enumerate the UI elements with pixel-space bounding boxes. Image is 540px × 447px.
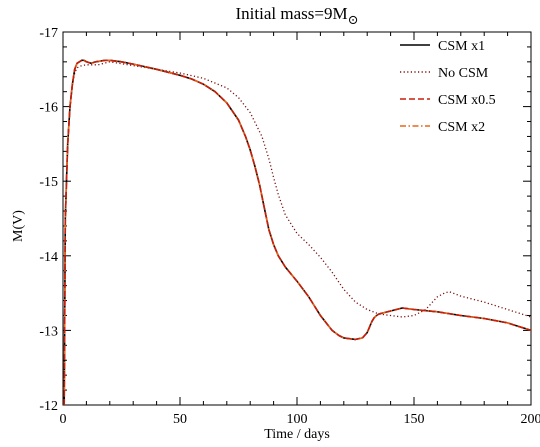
x-tick-label: 100 — [287, 412, 308, 427]
x-axis-label: Time / days — [264, 427, 330, 442]
y-axis: -17 -16 -15 -14 -13 -12 — [39, 26, 531, 414]
series-line-csm-x2 — [64, 60, 531, 405]
chart-title-main: Initial mass=9M — [236, 4, 348, 23]
legend-label: No CSM — [438, 66, 489, 81]
chart-title-subscript: ⊙ — [348, 12, 359, 27]
x-tick-label: 0 — [60, 412, 67, 427]
series-line-csm-x1 — [64, 60, 531, 405]
y-tick-label: -13 — [39, 324, 58, 339]
series-line-csm-x0-5 — [64, 60, 531, 405]
x-tick-label: 200 — [521, 412, 540, 427]
y-tick-label: -14 — [39, 250, 58, 265]
plot-frame — [63, 32, 531, 405]
plot-border — [63, 32, 531, 405]
series-layer — [64, 60, 531, 405]
x-tick-label: 150 — [404, 412, 425, 427]
y-tick-label: -17 — [39, 26, 58, 41]
legend-label: CSM x0.5 — [438, 93, 496, 108]
y-tick-label: -12 — [39, 399, 58, 414]
chart-title: Initial mass=9M⊙ — [236, 4, 359, 27]
legend-label: CSM x1 — [438, 39, 485, 54]
y-axis-label: M(V) — [11, 210, 26, 242]
y-tick-label: -15 — [39, 175, 58, 190]
x-tick-label: 50 — [173, 412, 187, 427]
legend-label: CSM x2 — [438, 120, 485, 135]
legend: CSM x1 No CSM CSM x0.5 CSM x2 — [400, 39, 496, 135]
y-tick-label: -16 — [39, 101, 58, 116]
x-axis: 0 50 100 150 200 — [60, 32, 540, 427]
series-line-no-csm — [64, 62, 531, 405]
